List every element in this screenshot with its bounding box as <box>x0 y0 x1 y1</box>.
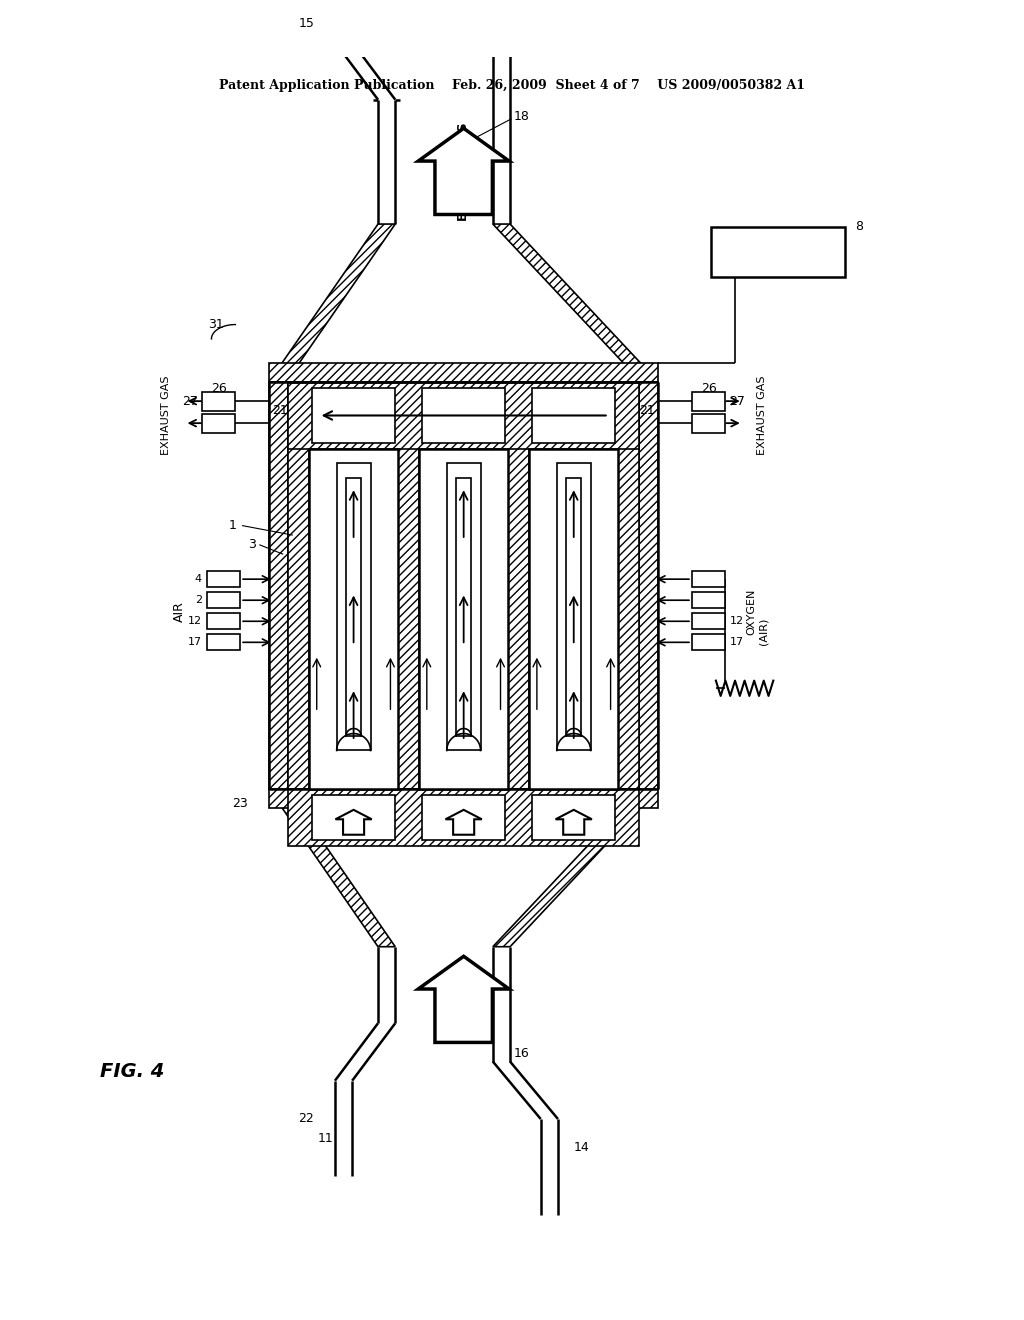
Text: 1: 1 <box>228 519 237 532</box>
Text: Patent Application Publication    Feb. 26, 2009  Sheet 4 of 7    US 2009/0050382: Patent Application Publication Feb. 26, … <box>219 79 805 92</box>
Text: 23: 23 <box>232 797 248 809</box>
Bar <box>557 463 591 751</box>
Bar <box>532 388 615 444</box>
Text: 18: 18 <box>513 111 529 123</box>
Text: 8: 8 <box>855 220 863 234</box>
Bar <box>288 381 639 449</box>
Text: 16: 16 <box>513 1047 529 1060</box>
Text: EXHAUST GAS: EXHAUST GAS <box>757 376 767 455</box>
Text: 26: 26 <box>211 383 226 395</box>
Bar <box>309 449 398 789</box>
Bar <box>207 634 241 649</box>
Bar <box>207 591 241 609</box>
Polygon shape <box>556 810 592 834</box>
Text: (AIR): (AIR) <box>759 618 769 644</box>
Text: OXYGEN: OXYGEN <box>746 589 757 635</box>
Text: 2: 2 <box>195 595 202 605</box>
Bar <box>337 463 371 751</box>
Text: FIG. 4: FIG. 4 <box>99 1061 164 1081</box>
Text: 17: 17 <box>187 638 202 647</box>
Bar <box>692 591 725 609</box>
Text: 22: 22 <box>298 1113 314 1126</box>
Bar <box>419 449 508 789</box>
Bar <box>207 570 241 587</box>
Bar <box>422 388 505 444</box>
Bar <box>529 449 618 789</box>
Bar <box>566 478 582 737</box>
Text: 11: 11 <box>317 1131 333 1144</box>
Bar <box>692 634 725 649</box>
Bar <box>692 570 725 587</box>
Text: 12: 12 <box>187 616 202 626</box>
Bar <box>312 388 395 444</box>
Bar <box>639 381 658 789</box>
Polygon shape <box>418 956 509 1043</box>
Text: 4: 4 <box>195 574 202 585</box>
Bar <box>269 381 288 789</box>
Bar <box>346 478 361 737</box>
Bar <box>692 392 725 411</box>
Text: 27: 27 <box>182 395 199 408</box>
Bar <box>422 795 505 841</box>
Bar <box>532 795 615 841</box>
Polygon shape <box>269 224 395 381</box>
Text: 26: 26 <box>700 383 717 395</box>
Polygon shape <box>445 810 482 834</box>
Bar <box>692 413 725 433</box>
Text: 15: 15 <box>298 17 314 29</box>
Bar <box>207 612 241 628</box>
Bar <box>692 612 725 628</box>
Bar <box>456 478 471 737</box>
Text: 12: 12 <box>730 616 744 626</box>
Bar <box>312 795 395 841</box>
Bar <box>711 227 845 277</box>
Text: 17: 17 <box>730 638 744 647</box>
Text: EXHAUST GAS: EXHAUST GAS <box>457 121 470 220</box>
Bar <box>269 789 658 808</box>
Polygon shape <box>336 810 372 834</box>
Text: IGNITION MEANS: IGNITION MEANS <box>722 246 835 259</box>
Text: EXHAUST GAS: EXHAUST GAS <box>161 376 171 455</box>
Bar <box>202 392 236 411</box>
Bar <box>269 363 658 381</box>
Text: 21: 21 <box>272 404 288 417</box>
Polygon shape <box>493 224 658 381</box>
Text: GAS: GAS <box>457 981 470 1008</box>
Bar <box>288 381 309 789</box>
Bar <box>288 789 639 846</box>
Text: 31: 31 <box>208 318 224 331</box>
Text: 14: 14 <box>574 1142 590 1154</box>
Polygon shape <box>493 789 658 946</box>
Polygon shape <box>269 789 395 946</box>
Bar <box>508 381 529 789</box>
Text: AIR: AIR <box>173 602 186 622</box>
Text: 27: 27 <box>729 395 744 408</box>
Bar <box>446 463 480 751</box>
Text: 21: 21 <box>639 404 654 417</box>
Bar <box>202 413 236 433</box>
Polygon shape <box>418 128 509 214</box>
Bar <box>398 381 419 789</box>
Text: 3: 3 <box>248 539 256 552</box>
Bar <box>618 381 639 789</box>
